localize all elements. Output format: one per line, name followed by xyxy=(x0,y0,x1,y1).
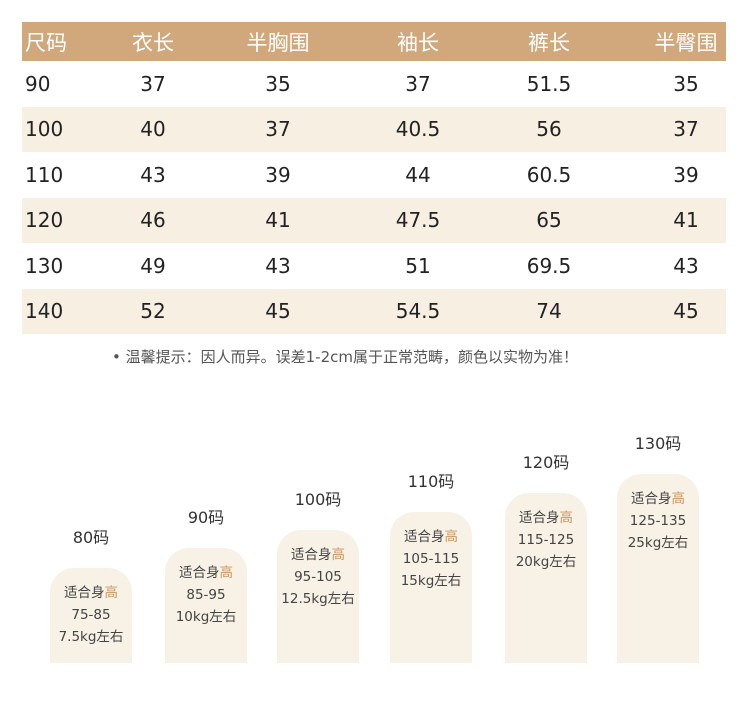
size-card: 适合身高 95-105 12.5kg左右 xyxy=(277,530,359,663)
table-cell: 49 xyxy=(140,253,166,278)
size-card: 适合身高 75-85 7.5kg左右 xyxy=(50,568,132,663)
fit-height-label: 适合身高 xyxy=(179,562,233,584)
label-accent: 高 xyxy=(331,547,346,563)
weight: 7.5kg左右 xyxy=(58,629,124,645)
table-cell: 45 xyxy=(673,299,699,324)
table-cell: 110 xyxy=(25,162,64,187)
label-accent: 高 xyxy=(559,510,574,526)
table-row: 90 37 35 37 51.5 35 xyxy=(22,61,726,107)
height-range: 115-125 xyxy=(517,532,575,548)
table-cell: 37 xyxy=(673,117,699,142)
size-label: 80码 xyxy=(72,528,110,547)
weight: 12.5kg左右 xyxy=(281,591,355,607)
table-row: 100 40 37 40.5 56 37 xyxy=(22,106,726,152)
label-accent: 高 xyxy=(219,565,234,581)
table-cell: 52 xyxy=(140,299,166,324)
label-text: 适合身 xyxy=(64,585,105,601)
table-cell: 45 xyxy=(265,299,291,324)
size-label: 100码 xyxy=(294,490,342,509)
table-cell: 51 xyxy=(405,253,431,278)
header-half-chest: 半胸围 xyxy=(246,30,310,55)
label-accent: 高 xyxy=(444,529,459,545)
table-cell: 37 xyxy=(140,71,166,96)
fit-height-label: 适合身高 xyxy=(291,544,345,566)
label-text: 适合身 xyxy=(404,529,445,545)
weight: 10kg左右 xyxy=(175,609,237,625)
table-cell: 43 xyxy=(265,253,291,278)
size-card: 适合身高 115-125 20kg左右 xyxy=(505,493,587,663)
table-cell: 35 xyxy=(265,71,291,96)
table-cell: 90 xyxy=(25,71,51,96)
table-cell: 40 xyxy=(140,117,166,142)
size-card: 适合身高 125-135 25kg左右 xyxy=(617,474,699,663)
table-cell: 120 xyxy=(25,208,64,233)
table-cell: 130 xyxy=(25,253,64,278)
size-table: 尺码 衣长 半胸围 袖长 裤长 半臀围 90 37 35 37 51.5 35 100 40 3… xyxy=(22,22,726,334)
table-cell: 140 xyxy=(25,299,64,324)
table-cell: 69.5 xyxy=(526,253,572,278)
header-sleeve: 袖长 xyxy=(397,30,439,55)
header-half-hip: 半臀围 xyxy=(654,30,718,55)
table-cell: 46 xyxy=(140,208,166,233)
table-cell: 51.5 xyxy=(526,71,572,96)
table-cell: 47.5 xyxy=(395,208,441,233)
table-row: 130 49 43 51 69.5 43 xyxy=(22,243,726,289)
table-row: 110 43 39 44 60.5 39 xyxy=(22,152,726,198)
weight: 25kg左右 xyxy=(627,535,689,551)
table-cell: 41 xyxy=(265,208,291,233)
table-cell: 37 xyxy=(405,71,431,96)
table-row: 120 46 41 47.5 65 41 xyxy=(22,197,726,243)
table-cell: 41 xyxy=(673,208,699,233)
table-cell: 65 xyxy=(536,208,562,233)
label-text: 适合身 xyxy=(631,491,672,507)
size-card: 适合身高 85-95 10kg左右 xyxy=(165,548,247,663)
table-header: 尺码 衣长 半胸围 袖长 裤长 半臀围 xyxy=(22,22,726,61)
table-cell: 39 xyxy=(265,162,291,187)
label-text: 适合身 xyxy=(519,510,560,526)
height-range: 95-105 xyxy=(294,569,342,585)
tip-note: • 温馨提示：因人而异。误差1-2cm属于正常范畴，颜色以实物为准！ xyxy=(112,348,578,366)
height-range: 75-85 xyxy=(71,607,111,623)
header-length: 衣长 xyxy=(132,30,174,55)
weight: 15kg左右 xyxy=(400,573,462,589)
size-label: 120码 xyxy=(522,453,570,472)
label-accent: 高 xyxy=(671,491,686,507)
height-range: 125-135 xyxy=(629,513,687,529)
height-range: 85-95 xyxy=(186,587,226,603)
table-cell: 43 xyxy=(140,162,166,187)
table-cell: 44 xyxy=(405,162,431,187)
table-cell: 100 xyxy=(25,117,64,142)
fit-height-label: 适合身高 xyxy=(64,582,118,604)
size-card: 适合身高 105-115 15kg左右 xyxy=(390,512,472,663)
size-label: 110码 xyxy=(407,472,455,491)
table-cell: 74 xyxy=(536,299,562,324)
label-text: 适合身 xyxy=(179,565,220,581)
header-pants-length: 裤长 xyxy=(528,30,570,55)
table-cell: 54.5 xyxy=(395,299,441,324)
label-text: 适合身 xyxy=(291,547,332,563)
table-cell: 56 xyxy=(536,117,562,142)
height-range: 105-115 xyxy=(402,551,460,567)
table-cell: 40.5 xyxy=(395,117,441,142)
table-cell: 60.5 xyxy=(526,162,572,187)
table-cell: 39 xyxy=(673,162,699,187)
table-row: 140 52 45 54.5 74 45 xyxy=(22,288,726,334)
table-cell: 35 xyxy=(673,71,699,96)
size-label: 130码 xyxy=(634,434,682,453)
table-cell: 37 xyxy=(265,117,291,142)
fit-height-label: 适合身高 xyxy=(404,526,458,548)
label-accent: 高 xyxy=(104,585,119,601)
weight: 20kg左右 xyxy=(515,554,577,570)
fit-height-label: 适合身高 xyxy=(519,507,573,529)
header-size: 尺码 xyxy=(25,30,67,55)
size-label: 90码 xyxy=(187,508,225,527)
table-cell: 43 xyxy=(673,253,699,278)
fit-height-label: 适合身高 xyxy=(631,488,685,510)
